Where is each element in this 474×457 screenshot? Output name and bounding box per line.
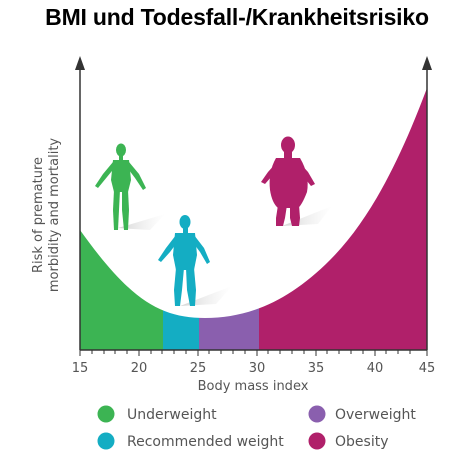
legend-item-obesity: Obesity xyxy=(308,432,388,450)
legend-label: Obesity xyxy=(335,434,388,450)
legend-item-overweight: Overweight xyxy=(308,405,416,423)
legend: Underweight Recommended weight Overweigh… xyxy=(97,405,416,450)
y-axis-label-line1: Risk of premature xyxy=(31,157,46,273)
page-title: BMI und Todesfall-/Krankheitsrisiko xyxy=(45,4,429,30)
y-axis-label: Risk of premature morbidity and mortalit… xyxy=(31,138,62,293)
recommended-weight-figure xyxy=(158,215,232,306)
legend-label: Recommended weight xyxy=(127,434,284,450)
y-axis-right xyxy=(422,56,432,350)
x-axis-ticks xyxy=(79,350,428,356)
legend-swatch xyxy=(308,405,326,423)
legend-swatch xyxy=(97,432,115,450)
underweight-figure xyxy=(95,143,165,230)
x-tick-label: 35 xyxy=(308,361,325,376)
recommended-weight-region xyxy=(163,88,199,350)
x-tick-label: 45 xyxy=(419,361,436,376)
legend-swatch xyxy=(97,405,115,423)
legend-item-recommended-weight: Recommended weight xyxy=(97,432,284,450)
x-axis-label: Body mass index xyxy=(198,379,309,394)
legend-label: Overweight xyxy=(335,407,416,423)
x-tick-label: 20 xyxy=(131,361,148,376)
underweight-region xyxy=(80,88,163,350)
y-axis-label-line2: morbidity and mortality xyxy=(47,138,62,293)
risk-area xyxy=(80,88,427,350)
x-tick-label: 25 xyxy=(190,361,207,376)
y-axis-left xyxy=(75,56,85,350)
legend-label: Underweight xyxy=(127,407,217,423)
x-tick-label: 30 xyxy=(249,361,266,376)
legend-item-underweight: Underweight xyxy=(97,405,217,423)
legend-swatch xyxy=(308,432,326,450)
overweight-region xyxy=(199,88,259,350)
obesity-figure xyxy=(261,136,332,226)
x-tick-label: 15 xyxy=(72,361,89,376)
x-tick-label: 40 xyxy=(367,361,384,376)
